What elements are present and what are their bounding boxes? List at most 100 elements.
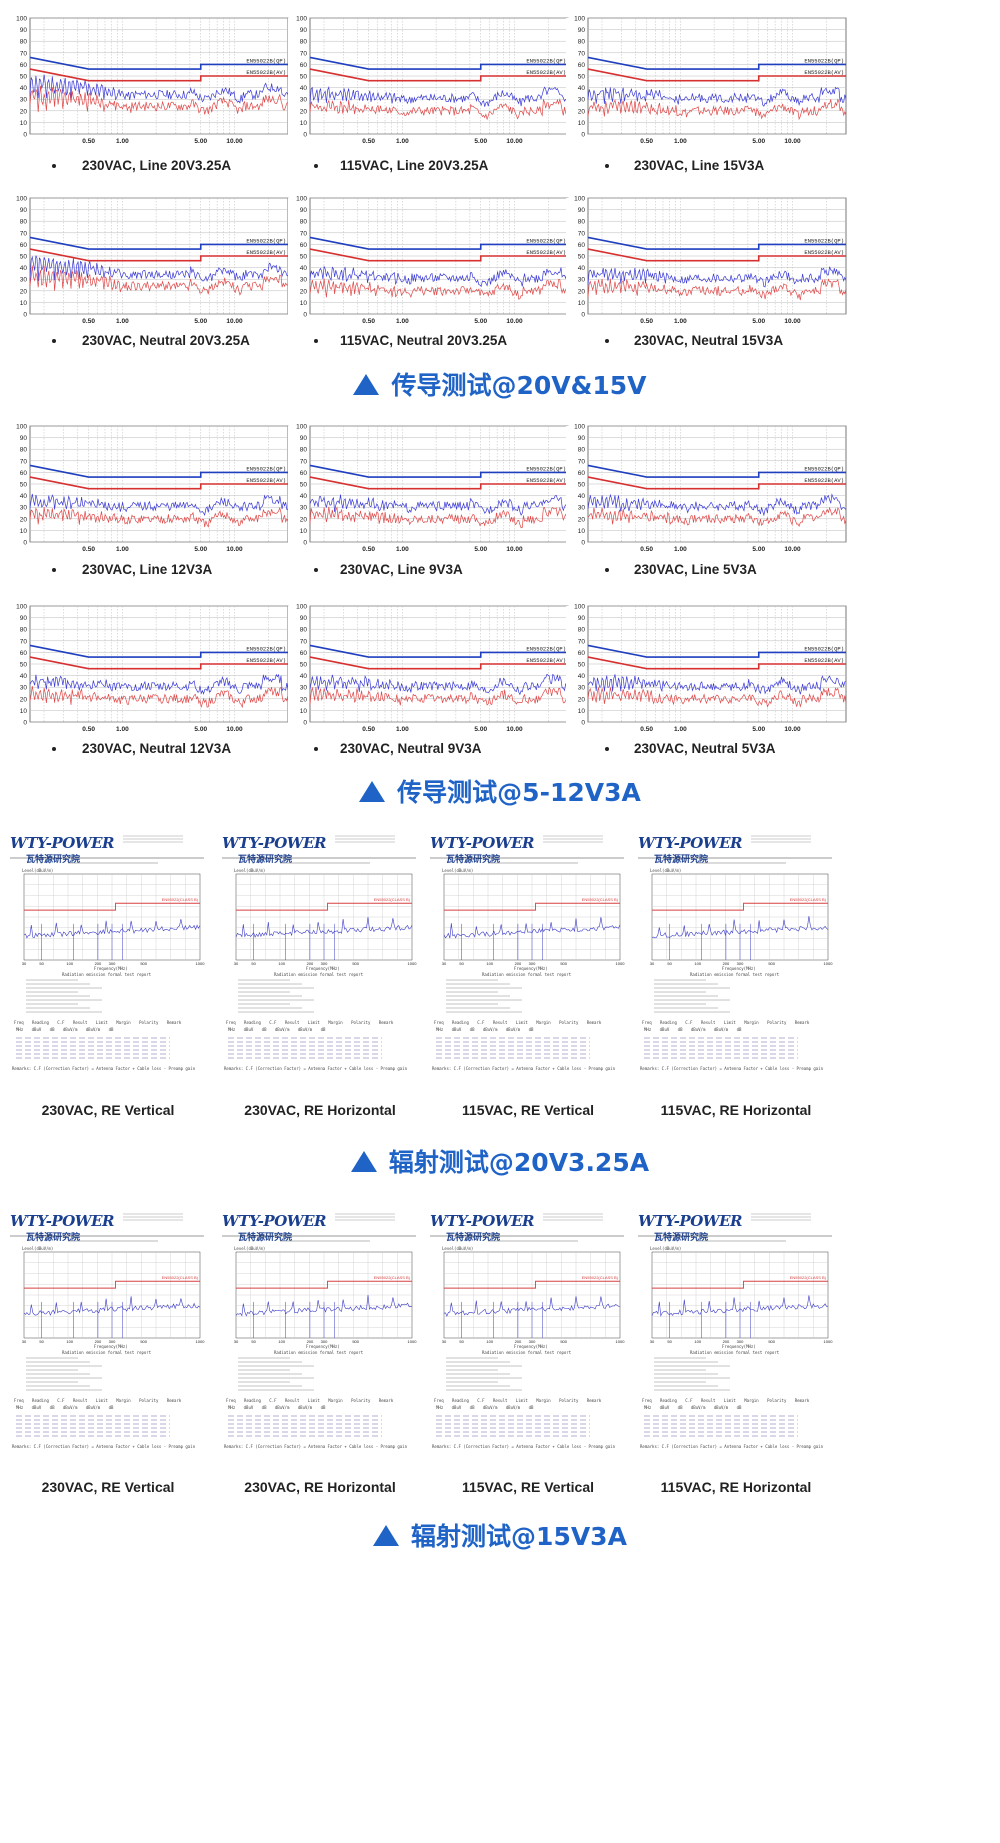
qp-measurement-trace [587, 493, 847, 517]
triangle-icon [373, 1525, 400, 1546]
y-tick-label: 100 [296, 604, 307, 611]
re-limit-label: EN55022(CLASS B) [582, 1275, 619, 1280]
conducted-emission-chart: 100 90 80 70 60 50 40 30 20 10 0 0.50 1.00 5.00 10.00 E… [566, 16, 850, 148]
re-limit-label: EN55022(CLASS B) [374, 897, 411, 902]
x-tick-label: 10.00 [784, 318, 801, 325]
y-tick-label: 80 [578, 627, 586, 634]
av-limit-label: EN55022B(AV) [804, 249, 844, 256]
y-tick-label: 70 [20, 638, 28, 645]
table-units: MHz dBuV dB dBuV/m dBuV/m dB [228, 1027, 326, 1032]
av-limit-label: EN55022B(AV) [246, 477, 286, 484]
y-tick-label: 80 [20, 219, 28, 226]
av-limit-label: EN55022B(AV) [246, 69, 286, 76]
qp-limit-label: EN55022B(QP) [246, 57, 286, 64]
section-title: 传导测试@20V&15V [0, 366, 1000, 402]
logo-subtitle: 瓦特源研究院 [238, 1233, 293, 1243]
x-tick-label: 5.00 [474, 138, 487, 145]
y-tick-label: 80 [578, 447, 586, 454]
remarks-line: Remarks: C.F (Correction Factor) = Anten… [12, 1444, 196, 1449]
y-tick-label: 50 [20, 254, 28, 261]
re-caption: 230VAC, RE Horizontal [244, 1102, 396, 1118]
y-tick-label: 10 [20, 708, 28, 715]
re-x-tick-label: 50 [251, 961, 256, 966]
av-measurement-trace [29, 685, 289, 709]
wty-power-logo: WTY-POWER [10, 1212, 115, 1230]
x-tick-label: 5.00 [752, 138, 765, 145]
x-tick-label: 1.00 [116, 726, 129, 733]
re-x-tick-label: 500 [768, 961, 775, 966]
y-tick-label: 40 [578, 265, 586, 272]
av-limit-line [309, 248, 568, 262]
re-x-tick-label: 200 [515, 961, 522, 966]
y-tick-label: 90 [300, 615, 308, 622]
re-x-tick-label: 1000 [408, 1339, 418, 1344]
logo-subtitle: 瓦特源研究院 [654, 1233, 709, 1243]
remarks-line: Remarks: C.F (Correction Factor) = Anten… [224, 1066, 408, 1071]
table-header: Freq Reading C.F Result Limit Margin Pol… [14, 1398, 182, 1403]
re-x-tick-label: 30 [22, 1339, 27, 1344]
y-tick-label: 30 [300, 505, 308, 512]
report-title: Radiation emission formal test report [62, 972, 152, 977]
y-tick-label: 60 [578, 650, 586, 657]
y-tick-label: 50 [300, 74, 308, 81]
conducted-emission-chart: 100 90 80 70 60 50 40 30 20 10 0 0.50 1.00 5.00 10.00 E… [8, 196, 292, 328]
y-tick-label: 50 [20, 482, 28, 489]
x-tick-label: 10.00 [784, 546, 801, 553]
y-tick-label: 30 [20, 685, 28, 692]
re-limit-line [24, 1280, 200, 1289]
y-tick-label: 60 [578, 242, 586, 249]
qp-limit-line [29, 644, 288, 658]
re-x-tick-label: 30 [650, 961, 655, 966]
x-tick-label: 0.50 [362, 318, 375, 325]
re-x-tick-label: 50 [251, 1339, 256, 1344]
x-axis-label: Frequency(MHz) [514, 966, 548, 971]
y-tick-label: 30 [578, 685, 586, 692]
table-units: MHz dBuV dB dBuV/m dBuV/m dB [16, 1405, 114, 1410]
y-tick-label: 0 [581, 132, 585, 139]
y-tick-label: 40 [20, 265, 28, 272]
re-caption: 115VAC, RE Vertical [461, 1102, 595, 1118]
re-test-report: WTY-POWER 瓦特源研究院 EN55022(CLASS B) 30 50 100 20… [8, 830, 208, 1078]
re-limit-label: EN55022(CLASS B) [162, 897, 199, 902]
re-x-tick-label: 50 [667, 1339, 672, 1344]
re-x-tick-label: 30 [442, 961, 447, 966]
caption-bullet [605, 339, 609, 343]
logo-subtitle: 瓦特源研究院 [26, 1233, 81, 1243]
section-title: 传导测试@5-12V3A [0, 773, 1000, 809]
av-limit-line [587, 248, 846, 262]
y-tick-label: 10 [20, 300, 28, 307]
y-tick-label: 70 [300, 230, 308, 237]
x-tick-label: 10.00 [784, 138, 801, 145]
re-x-tick-label: 100 [694, 961, 701, 966]
report-graphics: EN55022(CLASS B) 30 50 100 200 300 500 1000 [222, 835, 417, 1059]
y-tick-label: 0 [23, 312, 27, 319]
table-units: MHz dBuV dB dBuV/m dBuV/m dB [436, 1405, 534, 1410]
re-x-tick-label: 30 [650, 1339, 655, 1344]
y-tick-label: 60 [578, 470, 586, 477]
qp-limit-label: EN55022B(QP) [526, 645, 566, 652]
y-tick-label: 30 [300, 97, 308, 104]
x-axis-label: Frequency(MHz) [514, 1344, 548, 1349]
re-x-tick-label: 1000 [616, 1339, 626, 1344]
re-x-tick-label: 500 [352, 1339, 359, 1344]
x-tick-label: 5.00 [194, 318, 207, 325]
y-tick-label: 70 [300, 638, 308, 645]
x-tick-label: 1.00 [116, 546, 129, 553]
av-limit-line [587, 476, 846, 490]
av-measurement-trace [29, 265, 289, 296]
re-x-tick-label: 100 [694, 1339, 701, 1344]
y-tick-label: 10 [578, 708, 586, 715]
y-tick-label: 0 [23, 540, 27, 547]
report-title: Radiation emission formal test report [274, 972, 364, 977]
caption-bullet [314, 164, 318, 168]
x-tick-label: 10.00 [784, 726, 801, 733]
chart-caption: 230VAC, Line 5V3A [634, 562, 757, 577]
re-x-tick-label: 100 [66, 961, 73, 966]
re-x-tick-label: 50 [667, 961, 672, 966]
y-tick-label: 10 [578, 120, 586, 127]
y-axis-label: Level(dBuV/m) [234, 868, 266, 873]
section-title-text: 传导测试@20V&15V [391, 371, 647, 400]
remarks-line: Remarks: C.F (Correction Factor) = Anten… [640, 1444, 824, 1449]
